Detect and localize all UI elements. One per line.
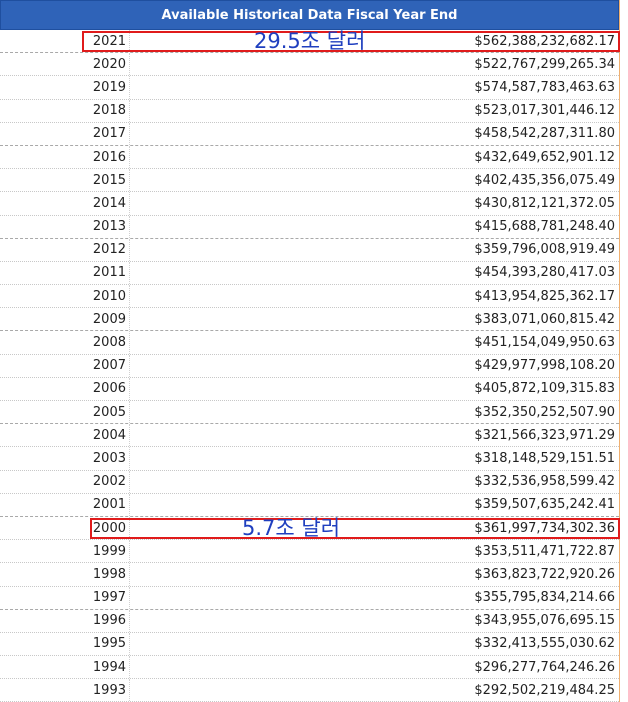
table-row: 2004 $321,566,323,971.29: [0, 424, 619, 448]
table-row: 1996 $343,955,076,695.15: [0, 609, 619, 633]
table-row: 2010 $413,954,825,362.17: [0, 285, 619, 309]
value-cell: $451,154,049,950.63: [474, 335, 615, 351]
table-row: 2015 $402,435,356,075.49: [0, 169, 619, 193]
table-row: 2020 $522,767,299,265.34: [0, 53, 619, 77]
table-row: 1995 $332,413,555,030.62: [0, 632, 619, 657]
year-cell: 1993: [0, 679, 130, 702]
value-cell: $458,542,287,311.80: [474, 126, 615, 142]
table-header-title: Available Historical Data Fiscal Year En…: [161, 7, 458, 23]
value-cell: $429,977,998,108.20: [474, 358, 615, 374]
table-row: 1998 $363,823,722,920.26: [0, 563, 619, 587]
value-cell: $523,017,301,446.12: [474, 103, 615, 119]
year-cell: 1997: [0, 586, 130, 609]
value-cell: $522,767,299,265.34: [474, 56, 615, 72]
value-cell: $359,796,008,919.49: [474, 242, 615, 258]
table-row: 2017 $458,542,287,311.80: [0, 122, 619, 146]
value-cell: $413,954,825,362.17: [474, 288, 615, 304]
table-row: 2011 $454,393,280,417.03: [0, 261, 619, 286]
value-cell: $361,997,734,302.36: [474, 520, 615, 536]
value-cell: $292,502,219,484.25: [474, 682, 615, 698]
year-cell: 1995: [0, 632, 130, 656]
value-cell: $343,955,076,695.15: [474, 613, 615, 629]
value-cell: $415,688,781,248.40: [474, 219, 615, 235]
table-row: 1993 $292,502,219,484.25: [0, 679, 619, 702]
value-cell: $318,148,529,151.51: [474, 450, 615, 466]
table-header: Available Historical Data Fiscal Year En…: [0, 0, 619, 30]
table-row: 2001 $359,507,635,242.41: [0, 493, 619, 517]
table-row: 2000 $361,997,734,302.36: [0, 516, 619, 541]
year-cell: 2016: [0, 145, 130, 169]
year-cell: 2014: [0, 192, 130, 215]
year-cell: 2004: [0, 424, 130, 447]
year-cell: 2020: [0, 53, 130, 76]
value-cell: $359,507,635,242.41: [474, 497, 615, 513]
annotation-2000: 5.7조 달러: [242, 516, 341, 541]
value-cell: $562,388,232,682.17: [474, 33, 615, 49]
table-row: 2003 $318,148,529,151.51: [0, 447, 619, 471]
value-cell: $383,071,060,815.42: [474, 311, 615, 327]
table-row: 2008 $451,154,049,950.63: [0, 331, 619, 355]
value-cell: $353,511,471,722.87: [474, 543, 615, 559]
year-cell: 2011: [0, 261, 130, 285]
table-row: 1997 $355,795,834,214.66: [0, 586, 619, 610]
highlight-box-2021: [82, 30, 620, 52]
year-cell: 2019: [0, 76, 130, 99]
year-cell: 1998: [0, 563, 130, 586]
table-row: 2009 $383,071,060,815.42: [0, 308, 619, 332]
value-cell: $402,435,356,075.49: [474, 172, 615, 188]
table-row: 2013 $415,688,781,248.40: [0, 215, 619, 239]
year-cell: 2013: [0, 215, 130, 238]
table-row: 2006 $405,872,109,315.83: [0, 377, 619, 401]
value-cell: $321,566,323,971.29: [474, 427, 615, 443]
table-body: 2021 $562,388,232,682.17 2020 $522,767,299,…: [0, 30, 619, 702]
year-cell: 2012: [0, 238, 130, 261]
table-row: 2012 $359,796,008,919.49: [0, 238, 619, 262]
year-cell: 2009: [0, 308, 130, 331]
table-row: 1999 $353,511,471,722.87: [0, 540, 619, 564]
highlight-box-2000: [90, 517, 620, 539]
table-row: 2019 $574,587,783,463.63: [0, 76, 619, 100]
year-cell: 2005: [0, 401, 130, 424]
value-cell: $405,872,109,315.83: [474, 381, 615, 397]
value-cell: $430,812,121,372.05: [474, 195, 615, 211]
year-cell: 1999: [0, 540, 130, 563]
year-cell: 2001: [0, 493, 130, 516]
table-row: 2018 $523,017,301,446.12: [0, 99, 619, 123]
year-cell: 2021: [0, 30, 130, 53]
value-cell: $355,795,834,214.66: [474, 590, 615, 606]
year-cell: 2017: [0, 122, 130, 145]
year-cell: 2002: [0, 470, 130, 493]
year-cell: 2007: [0, 354, 130, 377]
table-row: 2016 $432,649,652,901.12: [0, 145, 619, 170]
value-cell: $432,649,652,901.12: [474, 149, 615, 165]
table-row: 2007 $429,977,998,108.20: [0, 354, 619, 378]
year-cell: 2003: [0, 447, 130, 470]
year-cell: 2018: [0, 99, 130, 122]
table-row: 2002 $332,536,958,599.42: [0, 470, 619, 494]
table-row: 1994 $296,277,764,246.26: [0, 656, 619, 680]
annotation-2021: 29.5조 달러: [254, 29, 366, 53]
year-cell: 2015: [0, 169, 130, 192]
value-cell: $332,536,958,599.42: [474, 474, 615, 490]
year-cell: 2000: [0, 516, 130, 540]
table-row: 2005 $352,350,252,507.90: [0, 401, 619, 425]
table-row: 2014 $430,812,121,372.05: [0, 192, 619, 216]
value-cell: $363,823,722,920.26: [474, 566, 615, 582]
year-cell: 2008: [0, 331, 130, 354]
year-cell: 1994: [0, 656, 130, 679]
value-cell: $574,587,783,463.63: [474, 79, 615, 95]
year-cell: 2006: [0, 377, 130, 400]
value-cell: $352,350,252,507.90: [474, 404, 615, 420]
year-cell: 2010: [0, 285, 130, 308]
table-row: 2021 $562,388,232,682.17: [0, 30, 619, 54]
value-cell: $454,393,280,417.03: [474, 265, 615, 281]
value-cell: $296,277,764,246.26: [474, 659, 615, 675]
value-cell: $332,413,555,030.62: [474, 636, 615, 652]
year-cell: 1996: [0, 609, 130, 632]
